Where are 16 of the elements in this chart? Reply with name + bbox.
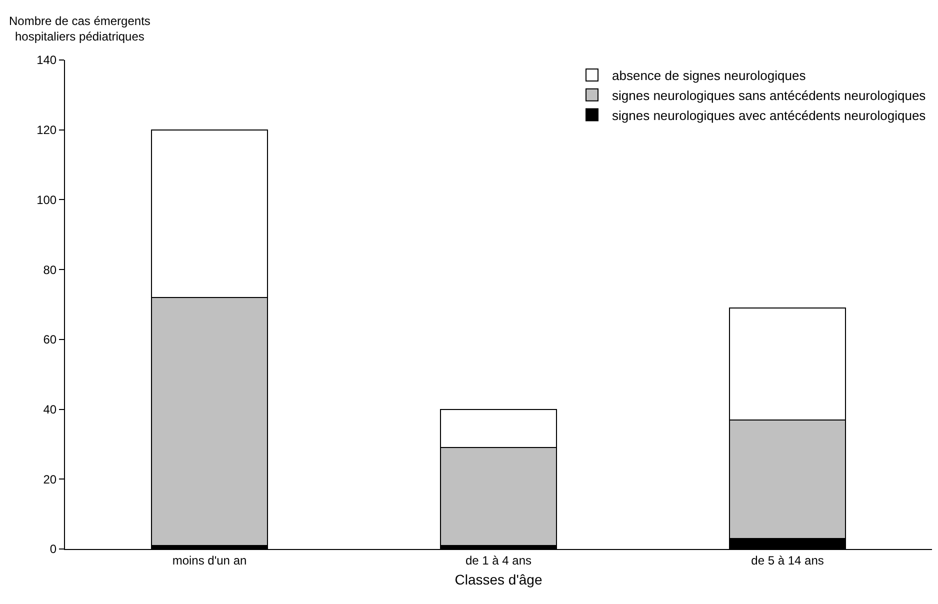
legend-label: signes neurologiques avec antécédents neurologiques [612,108,926,123]
x-tick-label: de 5 à 14 ans [751,553,824,568]
y-axis-title: Nombre de cas émergents hospitaliers pédiatriques [9,14,150,44]
y-tick-label: 60 [43,332,57,347]
y-tick-label: 0 [50,542,57,556]
y-tick-label: 80 [43,262,57,277]
legend-label: signes neurologiques sans antécédents neurologiques [612,88,926,103]
y-tick-label: 100 [36,192,57,207]
x-axis-title: Classes d'âge [454,572,542,588]
y-tick-label: 140 [36,53,57,68]
y-tick-label: 40 [43,402,57,416]
legend-label: absence de signes neurologiques [612,68,806,84]
y-tick-label: 20 [43,472,57,486]
x-tick-label: moins d'un an [172,553,247,568]
x-tick-label: de 1 à 4 ans [465,553,532,568]
y-tick-label: 120 [36,123,57,138]
